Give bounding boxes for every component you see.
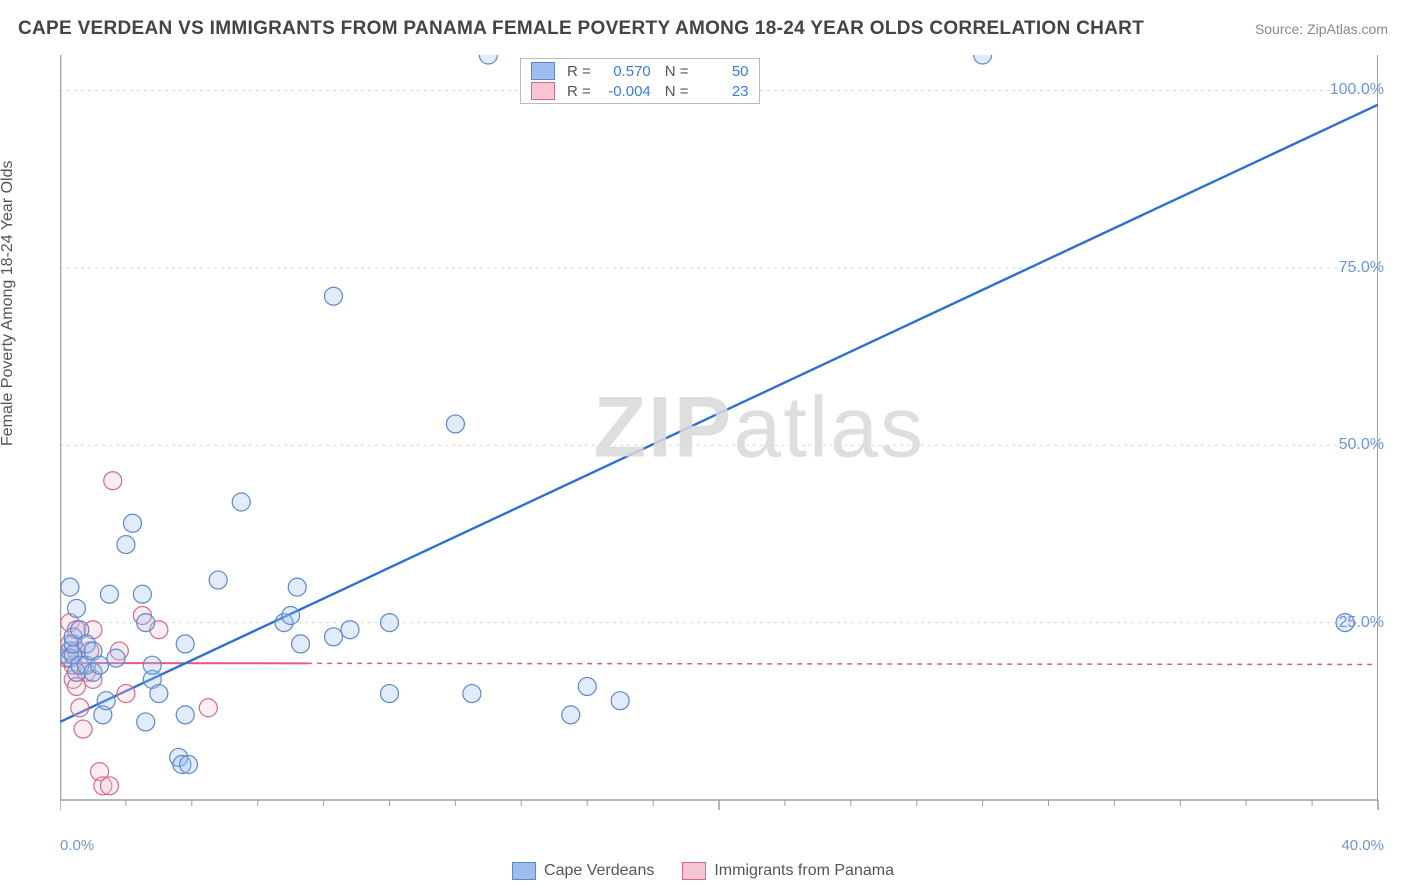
n-value-0: 50 xyxy=(697,63,749,80)
series-legend: Cape Verdeans Immigrants from Panama xyxy=(512,862,894,880)
chart-header: CAPE VERDEAN VS IMMIGRANTS FROM PANAMA F… xyxy=(18,18,1388,40)
scatter-chart-svg xyxy=(60,55,1380,830)
x-tick-min: 0.0% xyxy=(60,837,94,854)
legend-item-0: Cape Verdeans xyxy=(512,862,654,880)
chart-plot-area xyxy=(60,55,1380,830)
legend-row-series-0: R = 0.570 N = 50 xyxy=(521,61,759,81)
legend-bottom-label-1: Immigrants from Panama xyxy=(714,862,894,880)
n-label: N = xyxy=(665,63,689,80)
x-tick-max: 40.0% xyxy=(1341,837,1384,854)
chart-title: CAPE VERDEAN VS IMMIGRANTS FROM PANAMA F… xyxy=(18,18,1144,40)
correlation-legend: R = 0.570 N = 50 R = -0.004 N = 23 xyxy=(520,58,760,104)
legend-bottom-label-0: Cape Verdeans xyxy=(544,862,654,880)
r-value-1: -0.004 xyxy=(599,83,651,100)
y-tick-label: 25.0% xyxy=(1339,614,1384,632)
y-tick-label: 100.0% xyxy=(1330,81,1384,99)
legend-bottom-swatch-0 xyxy=(512,862,536,880)
y-tick-label: 50.0% xyxy=(1339,436,1384,454)
legend-bottom-swatch-1 xyxy=(682,862,706,880)
source-label: Source: ZipAtlas.com xyxy=(1255,21,1388,37)
r-label: R = xyxy=(567,63,591,80)
legend-swatch-0 xyxy=(531,62,555,80)
r-value-0: 0.570 xyxy=(599,63,651,80)
n-value-1: 23 xyxy=(697,83,749,100)
y-axis-label: Female Poverty Among 18-24 Year Olds xyxy=(0,161,17,447)
y-tick-label: 75.0% xyxy=(1339,259,1384,277)
n-label: N = xyxy=(665,83,689,100)
r-label: R = xyxy=(567,83,591,100)
legend-item-1: Immigrants from Panama xyxy=(682,862,894,880)
legend-row-series-1: R = -0.004 N = 23 xyxy=(521,81,759,101)
legend-swatch-1 xyxy=(531,82,555,100)
